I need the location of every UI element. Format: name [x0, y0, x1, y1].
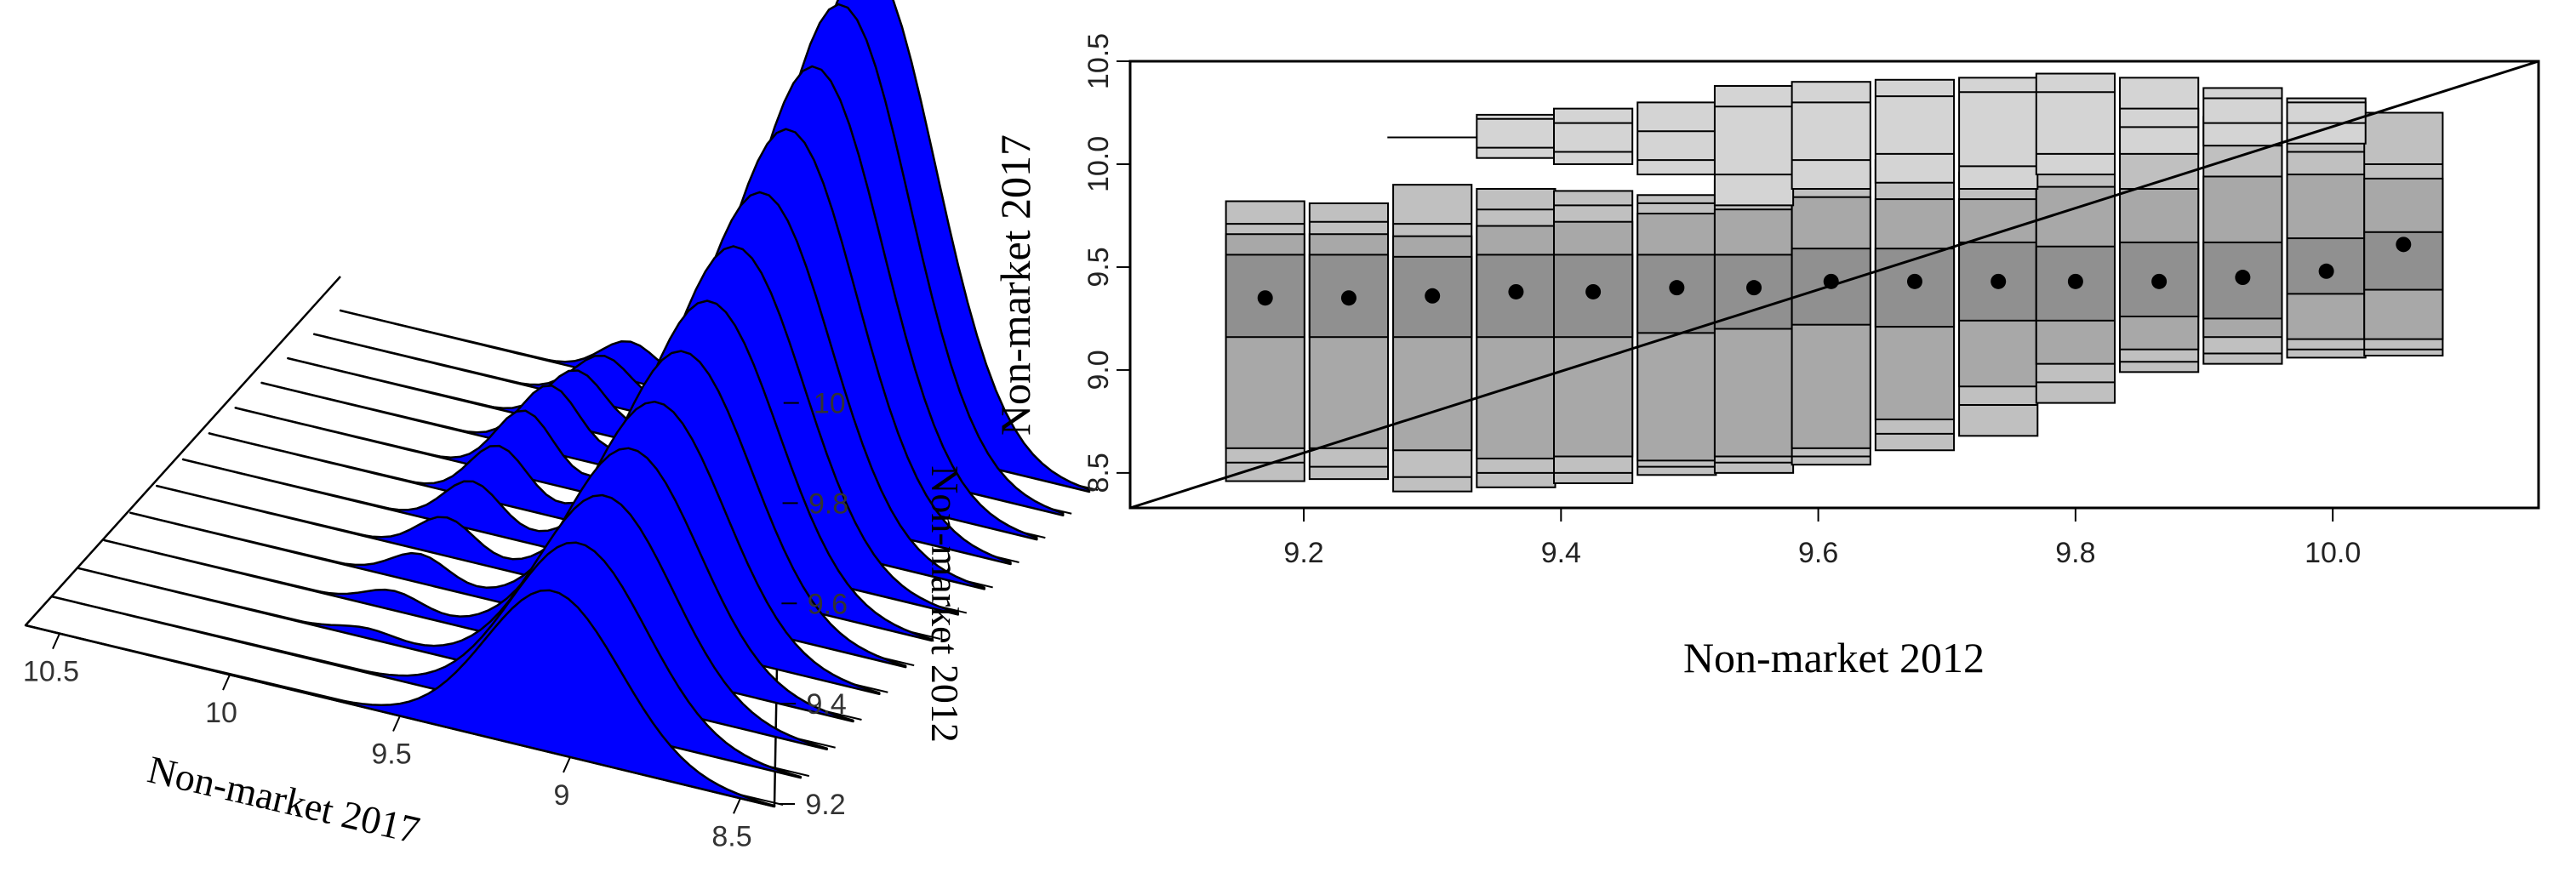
density-x-tick-mark-2	[392, 715, 401, 732]
box-columns	[1225, 72, 2444, 493]
median-point-13	[2318, 263, 2334, 279]
median-point-7	[1823, 273, 1839, 289]
x-tick-label-1: 9.4	[1541, 537, 1581, 569]
median-point-5	[1669, 280, 1685, 296]
upper-box-5	[1874, 78, 1956, 184]
median-point-8	[1906, 273, 1922, 289]
median-point-2	[1425, 288, 1441, 304]
density-x-tick-label-2: 9.5	[371, 738, 411, 771]
density-x-tick-mark-1	[222, 674, 231, 691]
upper-box-1	[1553, 107, 1634, 165]
box-inner-5	[1636, 213, 1717, 462]
density-x-tick-mark-4	[733, 797, 741, 814]
median-point-6	[1746, 280, 1762, 296]
density-y-tick-label-3: 9.8	[808, 487, 848, 520]
x-tick-label-3: 9.8	[2055, 537, 2095, 569]
quantile-box-panel: 9.2 9.4 9.6 9.8 10.0 8.5 9.0 9.5 10.0 10.5 Non-m…	[991, 33, 2540, 681]
y-tick-label-4: 10.5	[1082, 33, 1115, 89]
density-y-tick-label-0: 9.2	[805, 789, 845, 821]
median-point-10	[2067, 273, 2083, 289]
density-y-tick-label-1: 9.4	[807, 688, 847, 721]
median-point-4	[1585, 283, 1602, 299]
density-y-axis-label: Non-market 2012	[923, 465, 967, 743]
upper-box-7	[2035, 72, 2116, 176]
density-x-tick-label-4: 8.5	[711, 820, 751, 852]
y-tick-label-0: 8.5	[1082, 453, 1115, 493]
y-tick-label-1: 9.0	[1082, 350, 1115, 390]
plot-frame	[1128, 60, 2540, 510]
median-point-14	[2396, 237, 2412, 253]
y-tick-label-2: 9.5	[1082, 247, 1115, 287]
median-point-12	[2235, 270, 2251, 286]
box-inner-6	[1713, 208, 1795, 458]
density-x-tick-label-1: 10	[205, 697, 237, 729]
boxplot-y-ticks: 8.5 9.0 9.5 10.0 10.5	[1082, 33, 1130, 493]
upper-box-9	[2202, 87, 2283, 147]
density-y-tick-label-4: 10	[814, 388, 846, 420]
density-x-tick-mark-0	[52, 633, 60, 650]
x-tick-label-4: 10.0	[2305, 537, 2361, 569]
density-x-tick-label-3: 9	[554, 779, 570, 812]
density-y-ticks: 9.2 9.4 9.6 9.8 10	[780, 388, 848, 821]
density-curves	[24, 0, 1091, 808]
density-y-tick-label-2: 9.6	[808, 588, 848, 620]
upper-box-4	[1791, 81, 1871, 190]
density-x-ticks: 10.5 10 9.5 9 8.5	[23, 633, 752, 852]
median-point-3	[1508, 283, 1524, 299]
upper-box-3	[1713, 85, 1795, 207]
boxplot-x-ticks: 9.2 9.4 9.6 9.8 10.0	[1283, 508, 2361, 569]
median-point-9	[1991, 273, 2007, 289]
median-point-0	[1257, 290, 1273, 306]
y-tick-label-3: 10.0	[1082, 136, 1115, 192]
density-curve-0	[24, 589, 776, 808]
x-tick-label-0: 9.2	[1283, 537, 1323, 569]
density-x-tick-label-0: 10.5	[23, 656, 79, 688]
median-points	[1257, 237, 2412, 306]
upper-box-2	[1636, 101, 1717, 176]
upper-box-0	[1476, 113, 1556, 159]
boxplot-x-axis-label: Non-market 2012	[1683, 634, 1985, 681]
floor-left-edge	[25, 276, 341, 626]
upper-box-6	[1958, 77, 2039, 190]
density-x-tick-mark-3	[563, 756, 571, 773]
median-point-1	[1340, 290, 1357, 306]
median-point-11	[2151, 273, 2168, 289]
upper-box-8	[2119, 77, 2200, 155]
boxplot-y-axis-label: Non-market 2017	[991, 134, 1039, 436]
box-center-2	[1392, 255, 1473, 339]
x-tick-label-2: 9.6	[1798, 537, 1838, 569]
density-3d-panel: 10.5 10 9.5 9 8.5 9.2 9.4 9.6 9.8 10 Non-market …	[23, 0, 1099, 852]
